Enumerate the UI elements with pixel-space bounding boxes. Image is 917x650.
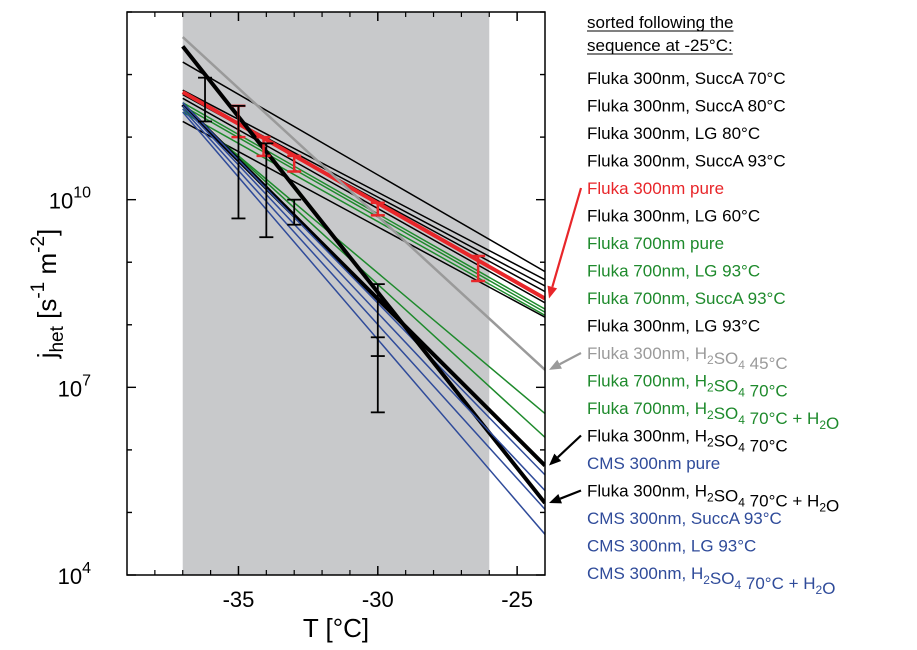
error-bar-10 <box>370 336 385 414</box>
error-bar-8 <box>287 198 302 226</box>
legend-arrow-2 <box>549 434 582 466</box>
legend-entry-fluka-300nm-lg-93-c: Fluka 300nm, LG 93°C <box>587 317 760 336</box>
legend-entry-fluka-700nm-lg-93-c: Fluka 700nm, LG 93°C <box>587 262 760 281</box>
legend-header-line-0: sorted following the <box>587 13 733 32</box>
shaded-region-rect <box>182 12 490 575</box>
series-line-4 <box>181 90 545 301</box>
error-bar-7 <box>259 142 274 239</box>
legend-arrows <box>547 187 583 504</box>
legend-header-line-1: sequence at -25°C: <box>587 36 733 55</box>
legend-entry-cms-300nm-pure: CMS 300nm pure <box>587 454 720 473</box>
legend-entry-fluka-700nm-h2so4-70-c-h2o: Fluka 700nm, H2SO4 70°C + H2O <box>587 399 839 433</box>
series-line-17 <box>182 108 545 510</box>
error-bar-5 <box>471 254 486 283</box>
error-bar-6 <box>231 104 246 220</box>
legend-entry-cms-300nm-h2so4-70-c-h2o: CMS 300nm, H2SO4 70°C + H2O <box>587 564 835 598</box>
error-bar-0 <box>198 76 213 123</box>
x-tick-label: -35 <box>223 587 255 612</box>
y-tick-label: 107 <box>58 372 91 401</box>
series-line-10 <box>181 36 545 371</box>
legend-entry-fluka-300nm-h2so4-70-c: Fluka 300nm, H2SO4 70°C <box>587 427 788 456</box>
legend: sorted following the sequence at -25°C: Fl… <box>587 13 839 598</box>
series-lines <box>181 36 545 535</box>
series-line-5 <box>182 97 545 304</box>
error-bar-2 <box>256 135 271 158</box>
series-line-18 <box>182 111 545 535</box>
x-tick-label: -25 <box>501 587 533 612</box>
legend-arrow-3 <box>549 489 582 504</box>
legend-arrow-1 <box>549 352 582 370</box>
legend-entry-fluka-300nm-succa-80-c: Fluka 300nm, SuccA 80°C <box>587 97 786 116</box>
legend-entry-fluka-300nm-succa-93-c: Fluka 300nm, SuccA 93°C <box>587 152 786 171</box>
error-bar-4 <box>370 201 385 217</box>
legend-arrow-0 <box>547 187 583 299</box>
error-bars <box>198 76 486 414</box>
legend-entry-fluka-300nm-lg-60-c: Fluka 300nm, LG 60°C <box>587 207 760 226</box>
legend-entry-fluka-700nm-pure: Fluka 700nm pure <box>587 234 724 253</box>
legend-entry-cms-300nm-lg-93-c: CMS 300nm, LG 93°C <box>587 537 756 556</box>
legend-entry-cms-300nm-succa-93-c: CMS 300nm, SuccA 93°C <box>587 509 782 528</box>
shaded-temperature-region <box>182 12 490 575</box>
y-axis-title: jhet [s-1 m-2] <box>28 229 68 360</box>
y-tick-label: 104 <box>58 560 91 589</box>
series-line-16 <box>182 105 545 492</box>
legend-entry-fluka-300nm-h2so4-45-c: Fluka 300nm, H2SO4 45°C <box>587 344 788 373</box>
plot-frame <box>126 11 546 576</box>
series-line-0 <box>182 61 545 273</box>
axes: -35 -30 -25 104 107 1010 T [°C] jhet [s-1 m-2] <box>28 11 545 643</box>
series-line-14 <box>182 102 545 476</box>
legend-entry-fluka-300nm-h2so4-70-c-h2o: Fluka 300nm, H2SO4 70°C + H2O <box>587 482 839 516</box>
legend-entry-fluka-700nm-h2so4-70-c: Fluka 700nm, H2SO4 70°C <box>587 372 788 401</box>
legend-entry-fluka-300nm-pure: Fluka 300nm pure <box>587 179 724 198</box>
series-line-7 <box>182 105 545 313</box>
y-tick-label: 1010 <box>49 185 91 214</box>
x-axis-title: T [°C] <box>303 613 369 643</box>
series-line-11 <box>182 108 545 415</box>
legend-entry-fluka-700nm-succa-93-c: Fluka 700nm, SuccA 93°C <box>587 289 786 308</box>
series-line-9 <box>182 120 545 318</box>
legend-entry-fluka-300nm-succa-70-c: Fluka 300nm, SuccA 70°C <box>587 69 786 88</box>
x-tick-label: -30 <box>362 587 394 612</box>
legend-entry-fluka-300nm-lg-80-c: Fluka 300nm, LG 80°C <box>587 124 760 143</box>
error-bar-3 <box>287 154 302 173</box>
